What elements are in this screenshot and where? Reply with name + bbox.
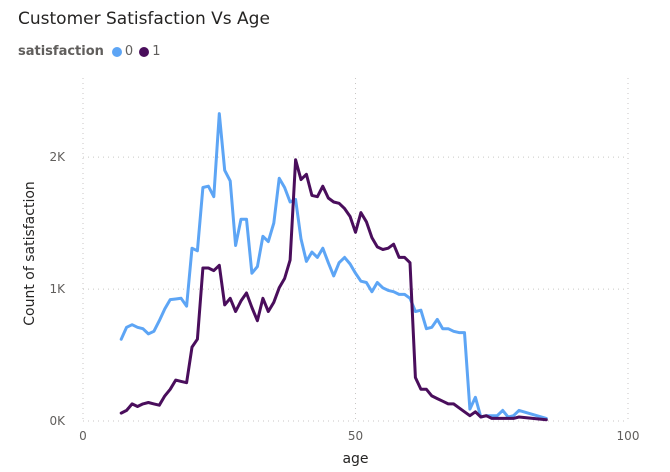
y-tick-label: 0K <box>49 414 66 428</box>
legend-item-1[interactable]: 1 <box>139 44 160 59</box>
series-lines <box>119 112 548 422</box>
legend-item-0[interactable]: 0 <box>111 44 134 59</box>
x-axis-title: age <box>342 451 368 467</box>
series-line-0[interactable] <box>119 112 548 420</box>
chart-title: Customer Satisfaction Vs Age <box>18 9 270 29</box>
legend-label-0: 0 <box>124 44 134 59</box>
y-axis-title: Count of satisfaction <box>22 181 38 326</box>
x-tick-label: 50 <box>348 429 363 443</box>
legend: satisfaction 0 1 <box>18 44 166 59</box>
legend-title: satisfaction <box>18 44 104 59</box>
y-tick-label: 1K <box>49 282 66 296</box>
gridlines <box>82 78 629 422</box>
x-tick-label: 0 <box>79 429 87 443</box>
tick-labels: 0K 1K 2K 0 50 100 <box>49 150 639 443</box>
legend-label-1: 1 <box>152 44 161 59</box>
x-tick-label: 100 <box>617 429 640 443</box>
legend-dot-icon <box>111 46 122 57</box>
series-line-1[interactable] <box>119 158 548 422</box>
legend-dot-icon <box>139 46 150 57</box>
y-tick-label: 2K <box>49 150 66 164</box>
